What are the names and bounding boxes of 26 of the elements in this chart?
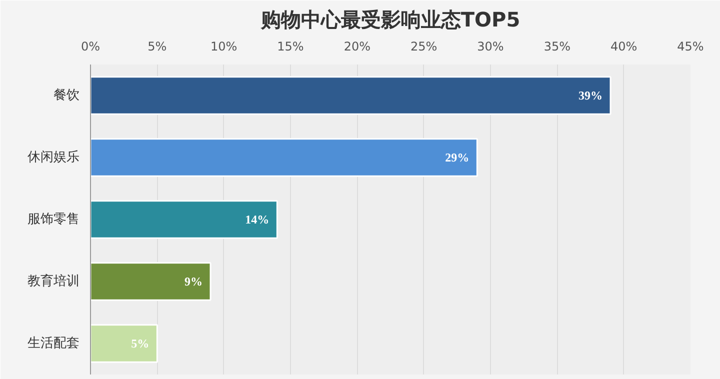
bar bbox=[90, 138, 478, 177]
bar bbox=[90, 200, 278, 239]
data-label: 5% bbox=[131, 336, 150, 350]
x-tick-label: 0% bbox=[80, 40, 100, 54]
x-tick-label: 25% bbox=[410, 40, 438, 54]
x-tick-label: 40% bbox=[610, 40, 638, 54]
x-tick-label: 15% bbox=[277, 40, 304, 54]
x-tick-label: 35% bbox=[544, 40, 571, 54]
data-label: 29% bbox=[445, 150, 470, 164]
y-tick-label: 教育培训 bbox=[28, 273, 80, 289]
y-tick-label: 休闲娱乐 bbox=[28, 150, 80, 165]
bar bbox=[90, 76, 612, 115]
bar bbox=[90, 262, 212, 301]
data-label: 9% bbox=[184, 274, 202, 288]
x-tick-label: 5% bbox=[148, 40, 167, 54]
bar bbox=[90, 324, 158, 363]
data-label: 14% bbox=[245, 212, 270, 226]
x-tick-label: 20% bbox=[344, 40, 371, 54]
y-tick-label: 餐饮 bbox=[54, 88, 80, 103]
y-tick-label: 服饰零售 bbox=[28, 212, 80, 227]
x-tick-label: 10% bbox=[210, 40, 238, 54]
data-label: 39% bbox=[578, 88, 602, 102]
x-tick-label: 30% bbox=[477, 40, 504, 54]
x-tick-label: 45% bbox=[677, 40, 704, 54]
y-tick-label: 生活配套 bbox=[28, 336, 80, 351]
chart-title: 购物中心最受影响业态TOP5 bbox=[260, 8, 520, 32]
